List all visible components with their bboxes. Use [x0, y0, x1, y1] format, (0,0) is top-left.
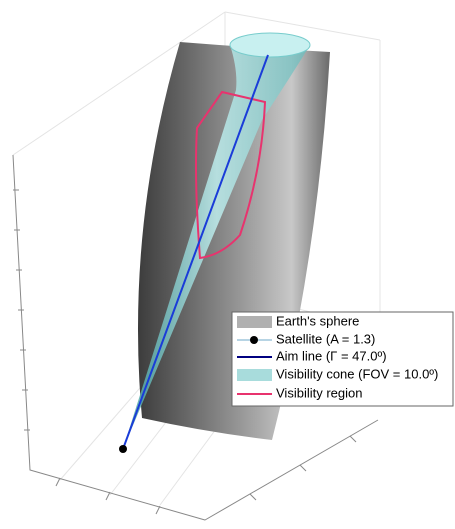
legend: Earth's sphere Satellite (A = 1.3) Aim lin…: [232, 312, 453, 406]
legend-label: Aim line (Γ = 47.0º): [276, 348, 387, 363]
legend-label: Satellite (A = 1.3): [276, 331, 375, 346]
legend-swatch: [237, 369, 272, 381]
cone-top: [230, 33, 310, 57]
legend-label: Earth's sphere: [276, 313, 359, 328]
legend-swatch: [237, 316, 272, 328]
legend-label: Visibility region: [276, 385, 362, 400]
legend-marker: [250, 336, 258, 344]
satellite: [119, 445, 127, 453]
chart: Earth's sphere Satellite (A = 1.3) Aim lin…: [0, 0, 455, 529]
legend-label: Visibility cone (FOV = 10.0º): [276, 366, 438, 381]
